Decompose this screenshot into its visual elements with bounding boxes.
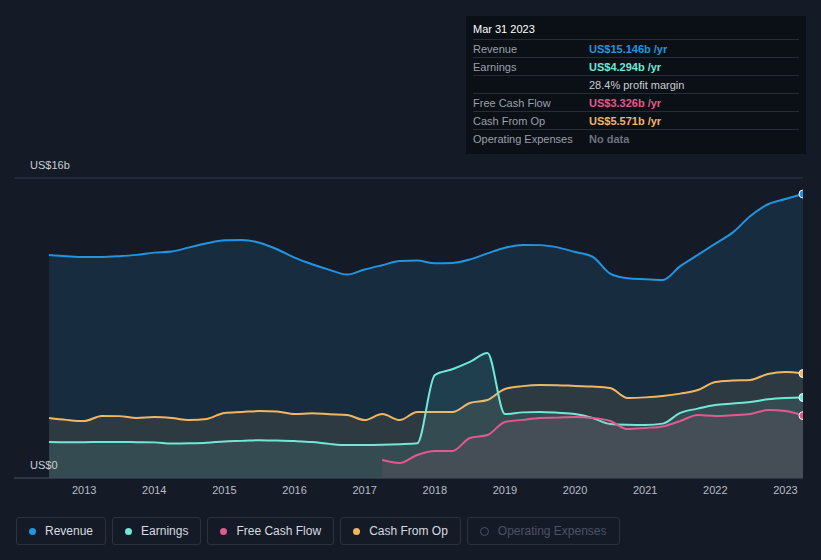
svg-text:2017: 2017 <box>352 484 376 496</box>
html-text:Cash From Op: Cash From Op <box>473 114 546 127</box>
html-text:US$4.294b /yr: US$4.294b /yr <box>589 60 662 73</box>
html-text:28.4% profit margin: 28.4% profit margin <box>589 78 685 91</box>
svg-text:2022: 2022 <box>703 484 727 496</box>
svg-text:2016: 2016 <box>282 484 306 496</box>
html-text:Earnings: Earnings <box>141 524 189 538</box>
html-text:Cash From Op: Cash From Op <box>369 524 448 538</box>
svg-text:US$16b: US$16b <box>30 159 70 171</box>
svg-text:2019: 2019 <box>493 484 517 496</box>
html-text:Revenue: Revenue <box>45 524 93 538</box>
html-text:Earnings: Earnings <box>473 60 517 73</box>
svg-text:2021: 2021 <box>633 484 657 496</box>
svg-text:2014: 2014 <box>142 484 166 496</box>
html-text:No data: No data <box>589 132 630 145</box>
html-text:Mar 31 2023: Mar 31 2023 <box>473 23 535 35</box>
svg-text:2015: 2015 <box>212 484 236 496</box>
html-text:Free Cash Flow: Free Cash Flow <box>473 96 551 109</box>
html-text:Free Cash Flow: Free Cash Flow <box>236 524 322 538</box>
svg-text:2023: 2023 <box>773 484 797 496</box>
svg-text:US$0: US$0 <box>30 459 58 471</box>
html-text:Revenue: Revenue <box>473 42 517 55</box>
svg-text:2018: 2018 <box>423 484 447 496</box>
svg-text:2020: 2020 <box>563 484 587 496</box>
html-text:Operating Expenses: Operating Expenses <box>473 132 573 145</box>
html-text:Operating Expenses: Operating Expenses <box>497 524 607 538</box>
html-text:US$15.146b /yr: US$15.146b /yr <box>589 42 668 55</box>
svg-text:2013: 2013 <box>72 484 96 496</box>
html-text:US$3.326b /yr: US$3.326b /yr <box>589 96 662 109</box>
html-text:US$5.571b /yr: US$5.571b /yr <box>589 114 662 127</box>
